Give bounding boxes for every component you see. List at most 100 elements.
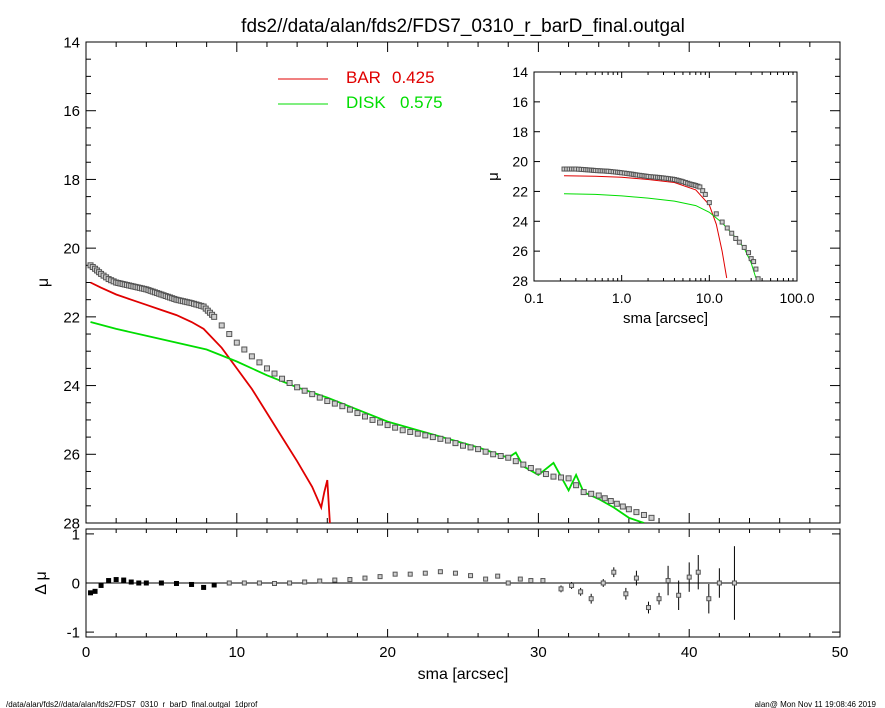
data-point: [422, 432, 429, 439]
data-point: [535, 468, 542, 475]
inset-data-point: [700, 188, 706, 194]
data-point: [218, 322, 225, 329]
data-point: [558, 474, 565, 481]
residual-point: [633, 575, 639, 581]
residual-point: [121, 577, 127, 583]
inset-data-point: [719, 219, 725, 225]
main-ytick-label: 24: [63, 378, 80, 395]
inset-data-point: [741, 244, 747, 250]
residual-point: [392, 571, 398, 577]
inset-ylabel: μ: [485, 172, 502, 181]
main-ytick-label: 18: [63, 172, 80, 189]
residual-point: [287, 580, 293, 586]
data-point: [279, 375, 286, 382]
legend: BAR 0.425 DISK 0.575: [278, 68, 443, 112]
data-point: [497, 453, 504, 460]
data-point: [241, 346, 248, 353]
residual-point: [578, 589, 584, 595]
resid-xtick-label: 20: [379, 644, 396, 661]
legend-bar-value: 0.425: [392, 68, 435, 87]
residual-point: [302, 579, 308, 585]
data-point: [414, 430, 421, 437]
data-point: [331, 400, 338, 407]
residual-point: [377, 574, 383, 580]
data-point: [226, 331, 233, 338]
data-point: [339, 403, 346, 410]
inset-data-point: [713, 211, 719, 217]
resid-xtick-label: 30: [530, 644, 547, 661]
resid-ytick-label: -1: [67, 624, 80, 641]
residual-point: [128, 579, 134, 585]
residual-point: [317, 578, 323, 584]
residual-point: [656, 596, 662, 602]
inset-ytick-label: 22: [512, 183, 528, 199]
residual-point: [540, 578, 546, 584]
residual-point: [695, 569, 701, 575]
data-point: [520, 461, 527, 468]
disk-component-line: [90, 321, 645, 523]
data-point: [573, 482, 580, 489]
inset-data-point: [733, 235, 739, 241]
residual-point: [468, 573, 474, 579]
residual-point: [569, 582, 575, 588]
residual-point: [201, 584, 207, 590]
resid-ylabel: Δ μ: [33, 571, 50, 594]
residual-point: [92, 588, 98, 594]
footer-right: alan@ Mon Nov 11 19:08:46 2019: [755, 700, 877, 708]
data-point: [301, 387, 308, 394]
resid-ytick-label: 0: [72, 575, 80, 592]
inset-ytick-label: 18: [512, 124, 528, 140]
residual-point: [422, 570, 428, 576]
data-point: [625, 506, 632, 513]
data-point: [437, 435, 444, 442]
data-point: [607, 498, 614, 505]
residual-point: [600, 580, 606, 586]
residual-point: [517, 576, 523, 582]
data-point: [452, 440, 459, 447]
main-ytick-label: 20: [63, 241, 80, 258]
residual-point: [706, 596, 712, 602]
data-point: [588, 490, 595, 497]
residual-point: [143, 580, 149, 586]
data-point: [550, 473, 557, 480]
bar-component-line: [90, 281, 331, 523]
inset-plot-area: [561, 166, 761, 281]
data-point: [460, 442, 466, 449]
inset-xtick-label: 10.0: [696, 290, 723, 306]
data-point: [595, 492, 602, 499]
residual-point: [98, 582, 104, 588]
inset-disk-line: [563, 193, 757, 279]
data-point: [580, 489, 587, 496]
data-point: [286, 379, 293, 386]
data-point: [392, 424, 399, 431]
inset-data-point: [702, 191, 708, 197]
residual-point: [332, 577, 338, 583]
legend-bar-name: BAR: [346, 68, 381, 87]
data-point: [467, 444, 474, 451]
inset-data-point: [736, 239, 742, 245]
residual-point: [588, 596, 594, 602]
residual-point: [173, 580, 179, 586]
inset-ytick-label: 28: [512, 273, 528, 289]
data-point: [256, 359, 263, 366]
data-point: [399, 427, 406, 434]
inset-data-point: [746, 250, 752, 256]
residual-point: [362, 575, 368, 581]
data-point: [619, 503, 626, 510]
residual-point: [611, 569, 617, 575]
data-point: [482, 448, 489, 455]
residual-point: [211, 582, 217, 588]
inset-bar-line: [563, 175, 728, 279]
resid-xtick-label: 50: [832, 644, 849, 661]
residual-point: [226, 580, 232, 586]
data-point: [565, 475, 572, 482]
main-panel: 14 16 18 20 22 24 26 28 μ: [35, 34, 841, 532]
residual-point: [495, 573, 501, 579]
residual-point: [437, 569, 443, 575]
inset-data-point: [724, 225, 730, 231]
data-point: [233, 339, 240, 346]
data-point: [542, 471, 549, 478]
residual-point: [272, 580, 277, 586]
inset-ytick-label: 26: [512, 243, 528, 259]
